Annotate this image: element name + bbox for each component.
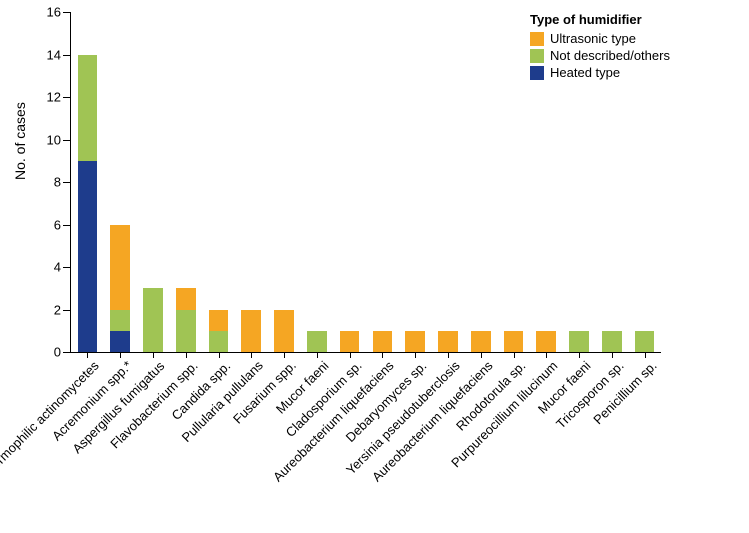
y-tick [63,55,71,56]
bar [209,310,229,353]
legend-item: Ultrasonic type [530,31,670,46]
bar-segment-not_described [209,331,229,352]
legend: Type of humidifier Ultrasonic type Not de… [530,12,670,82]
bar-segment-ultrasonic [340,331,360,352]
x-tick [546,352,547,358]
bar-segment-ultrasonic [438,331,458,352]
x-tick [120,352,121,358]
bar [241,310,261,353]
bar [438,331,458,352]
bar [110,225,130,353]
y-tick-label: 4 [54,260,61,275]
y-tick [63,225,71,226]
bar [602,331,622,352]
bar [78,55,98,353]
bar-segment-ultrasonic [241,310,261,353]
x-tick [87,352,88,358]
bar-segment-not_described [176,310,196,353]
y-tick-label: 0 [54,345,61,360]
bar-segment-heated [78,161,98,352]
bar-segment-ultrasonic [536,331,556,352]
y-tick [63,182,71,183]
legend-item: Heated type [530,65,670,80]
y-axis-title: No. of cases [12,102,28,180]
legend-label: Not described/others [550,48,670,63]
y-tick [63,352,71,353]
x-tick [317,352,318,358]
x-tick [284,352,285,358]
x-tick [415,352,416,358]
legend-swatch [530,66,544,80]
y-tick-label: 8 [54,175,61,190]
bar [340,331,360,352]
bar-segment-ultrasonic [274,310,294,353]
bar [405,331,425,352]
legend-title: Type of humidifier [530,12,670,27]
bar [471,331,491,352]
bar [569,331,589,352]
legend-swatch [530,49,544,63]
x-tick [251,352,252,358]
y-tick [63,12,71,13]
x-tick [219,352,220,358]
bar-segment-not_described [78,55,98,161]
legend-swatch [530,32,544,46]
bar [373,331,393,352]
x-tick [153,352,154,358]
y-tick [63,267,71,268]
x-tick [612,352,613,358]
y-tick-label: 10 [47,132,61,147]
x-tick [481,352,482,358]
bar-segment-not_described [635,331,655,352]
bar [274,310,294,353]
bar-segment-heated [110,331,130,352]
bar-segment-not_described [143,288,163,352]
bar-segment-ultrasonic [471,331,491,352]
bar-segment-not_described [110,310,130,331]
x-tick [350,352,351,358]
bar [536,331,556,352]
bar [176,288,196,352]
x-tick [579,352,580,358]
legend-item: Not described/others [530,48,670,63]
bar-segment-not_described [307,331,327,352]
bar-segment-ultrasonic [504,331,524,352]
bar-segment-ultrasonic [209,310,229,331]
y-tick [63,140,71,141]
y-tick [63,310,71,311]
x-tick [382,352,383,358]
bar-segment-ultrasonic [373,331,393,352]
y-tick-label: 12 [47,90,61,105]
x-tick [448,352,449,358]
y-tick [63,97,71,98]
bar-segment-ultrasonic [176,288,196,309]
bar-segment-not_described [602,331,622,352]
x-tick [645,352,646,358]
legend-label: Ultrasonic type [550,31,636,46]
bar [307,331,327,352]
x-tick-label: Thermophilic actinomycetes [0,358,102,483]
bar [635,331,655,352]
bar-segment-not_described [569,331,589,352]
bar [143,288,163,352]
x-tick [514,352,515,358]
y-tick-label: 16 [47,5,61,20]
x-tick [186,352,187,358]
bar-segment-ultrasonic [110,225,130,310]
chart-container: No. of cases 0 2 4 6 8 10 12 14 16 Thermophilic a… [0,0,749,533]
bar [504,331,524,352]
y-tick-label: 6 [54,217,61,232]
legend-label: Heated type [550,65,620,80]
y-tick-label: 14 [47,47,61,62]
y-tick-label: 2 [54,302,61,317]
bar-segment-ultrasonic [405,331,425,352]
